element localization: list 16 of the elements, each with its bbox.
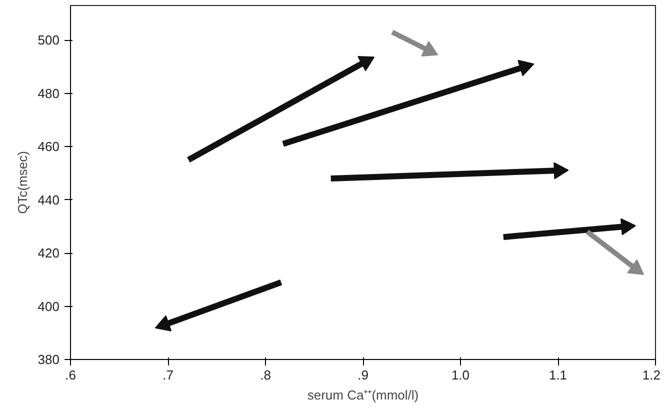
y-axis-title: QTc(msec)	[14, 151, 30, 214]
x-tick-label: 1.1	[548, 368, 568, 382]
x-tick-label: 1.2	[642, 368, 661, 382]
x-tick-label: .6	[65, 368, 76, 382]
y-tick-label: 380	[38, 352, 60, 367]
x-tick-label: .8	[260, 368, 271, 382]
x-axis-title: serum Ca⁺⁺(mmol/l)	[307, 388, 419, 402]
x-tick-label: .9	[358, 368, 368, 382]
y-tick-label: 400	[38, 298, 60, 314]
x-tick-label: 1.0	[451, 368, 470, 382]
x-tick-label: .7	[162, 368, 174, 382]
y-tick-label: 500	[38, 32, 60, 48]
y-tick-label: 480	[38, 86, 60, 101]
y-tick-label: 440	[38, 192, 60, 208]
y-tick-label: 460	[38, 139, 60, 154]
y-tick-label: 420	[38, 246, 60, 261]
